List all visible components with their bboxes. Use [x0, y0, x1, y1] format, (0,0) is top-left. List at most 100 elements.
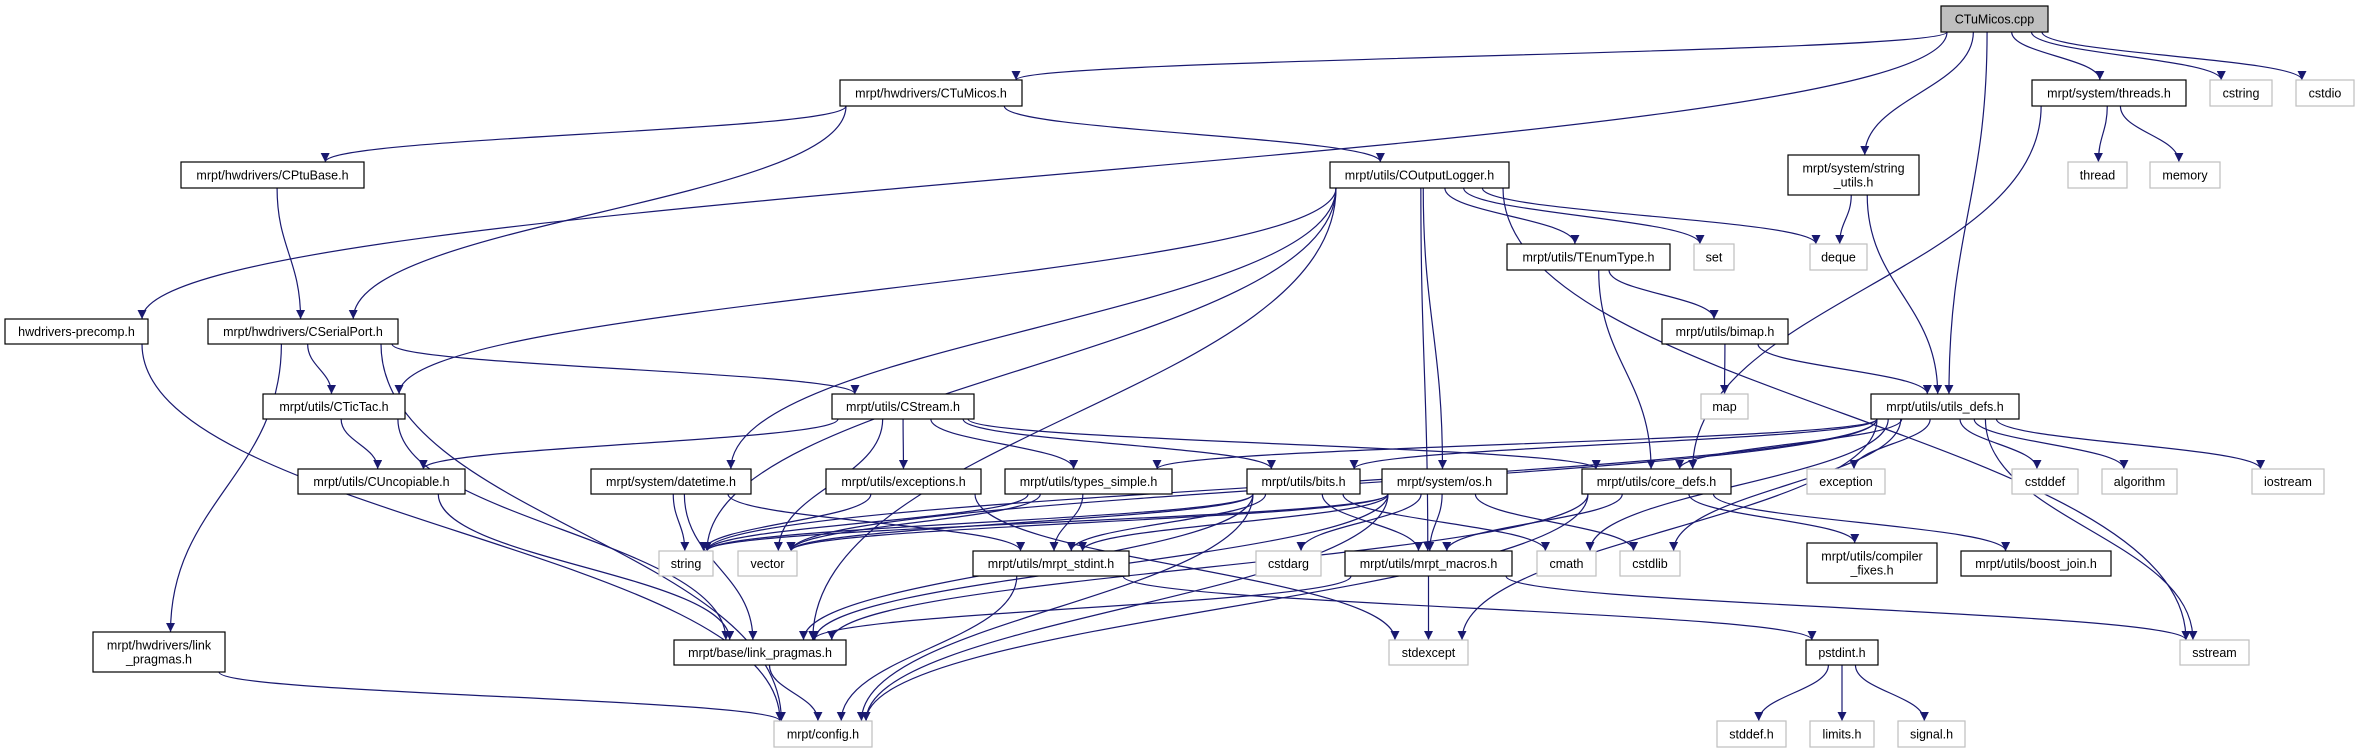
node-label: mrpt/hwdrivers/CSerialPort.h [223, 325, 383, 339]
node-tenum[interactable]: mrpt/utils/TEnumType.h [1506, 243, 1671, 271]
node-label: mrpt/hwdrivers/CPtuBase.h [196, 169, 348, 183]
node-label: mrpt/utils/COutputLogger.h [1345, 169, 1494, 183]
node-bits[interactable]: mrpt/utils/bits.h [1246, 468, 1361, 495]
edge-bits-to-vector [786, 493, 1254, 552]
edge-utils_defs-to-algorithm [1973, 418, 2129, 470]
node-box [1809, 720, 1875, 748]
node-label: pstdint.h [1818, 646, 1865, 660]
node-algorithm: algorithm [2101, 468, 2178, 495]
node-stdint[interactable]: mrpt/utils/mrpt_stdint.h [972, 550, 1130, 577]
node-box [972, 550, 1130, 577]
edge-macros-to-base_link [809, 575, 1352, 641]
node-label: mrpt/utils/exceptions.h [841, 475, 965, 489]
edge-cpp-to-ctumicos_h [1011, 31, 1948, 81]
edge-cpp-to-precomp [137, 31, 1948, 320]
edge-string_utils-to-deque [1835, 194, 1852, 245]
node-box [2251, 468, 2325, 495]
node-datetime[interactable]: mrpt/system/datetime.h [590, 468, 752, 495]
node-boost_join[interactable]: mrpt/utils/boost_join.h [1960, 550, 2112, 577]
node-utils_defs[interactable]: mrpt/utils/utils_defs.h [1870, 393, 2020, 420]
node-precomp[interactable]: hwdrivers-precomp.h [4, 318, 149, 345]
edge-datetime-to-base_link [683, 493, 758, 641]
node-label: mrpt/utils/TEnumType.h [1523, 251, 1655, 265]
node-label: exception [1819, 475, 1873, 489]
edge-os-to-string [702, 493, 1389, 552]
node-compiler_fixes[interactable]: mrpt/utils/compiler_fixes.h [1806, 542, 1938, 584]
node-cstream[interactable]: mrpt/utils/CStream.h [831, 393, 975, 420]
node-outputlogger[interactable]: mrpt/utils/COutputLogger.h [1329, 161, 1510, 189]
edge-cpp-to-string_utils [1860, 31, 1974, 156]
node-cptubase[interactable]: mrpt/hwdrivers/CPtuBase.h [180, 161, 365, 189]
node-label: mrpt/utils/compiler [1821, 550, 1922, 564]
node-box [1506, 243, 1671, 271]
node-box [737, 550, 798, 577]
edge-utils_defs-to-iostream [1995, 418, 2265, 470]
edge-utils_defs-to-cmath [1585, 418, 1889, 552]
edge-cpp-to-threads [2011, 31, 2105, 81]
node-label: iostream [2264, 475, 2312, 489]
node-box [297, 468, 466, 495]
node-os[interactable]: mrpt/system/os.h [1381, 468, 1508, 495]
node-label: mrpt/utils/bits.h [1261, 475, 1345, 489]
edge-cpp-to-cstdio [2041, 31, 2307, 81]
edge-pstdint-to-stddef [1754, 664, 1830, 722]
node-cpp[interactable]: CTuMicos.cpp [1940, 5, 2049, 33]
edge-os-to-vector [786, 493, 1389, 552]
node-label: mrpt/utils/mrpt_stdint.h [988, 557, 1114, 571]
edge-os-to-macros [1425, 493, 1443, 552]
node-box [1246, 468, 1361, 495]
node-box [1388, 639, 1469, 666]
node-box [2011, 468, 2079, 495]
node-box [839, 79, 1023, 107]
edge-bits-to-macros [1321, 493, 1423, 552]
edge-outputlogger-to-set [1463, 187, 1705, 245]
node-string_utils[interactable]: mrpt/system/string_utils.h [1787, 154, 1920, 196]
node-label: mrpt/system/string [1802, 162, 1904, 176]
edge-string_utils-to-utils_defs [1866, 194, 1943, 395]
edge-cptubase-to-serialport [276, 187, 306, 320]
node-hw_link[interactable]: mrpt/hwdrivers/link_pragmas.h [92, 631, 226, 673]
node-ctumicos_h[interactable]: mrpt/hwdrivers/CTuMicos.h [839, 79, 1023, 107]
node-memory: memory [2149, 161, 2221, 189]
node-serialport[interactable]: mrpt/hwdrivers/CSerialPort.h [207, 318, 399, 345]
node-box [1329, 161, 1510, 189]
edge-base_link-to-config [768, 664, 823, 722]
edge-outputlogger-to-tenum [1444, 187, 1580, 245]
edge-cuncopiable-to-base_link [437, 493, 735, 641]
edge-hw_link-to-config [218, 671, 785, 722]
node-label: mrpt/utils/mrpt_macros.h [1360, 557, 1498, 571]
node-label: mrpt/utils/CUncopiable.h [313, 475, 449, 489]
edge-threads-to-memory [2119, 105, 2184, 163]
node-tictac[interactable]: mrpt/utils/CTicTac.h [262, 393, 406, 420]
node-types_simple[interactable]: mrpt/utils/types_simple.h [1004, 468, 1173, 495]
edge-utils_defs-to-bits [1349, 418, 1878, 470]
node-limits: limits.h [1809, 720, 1875, 748]
node-cuncopiable[interactable]: mrpt/utils/CUncopiable.h [297, 468, 466, 495]
node-label: signal.h [1910, 728, 1953, 742]
node-base_link[interactable]: mrpt/base/link_pragmas.h [673, 639, 847, 666]
node-label: mrpt/utils/CStream.h [846, 400, 960, 414]
node-exceptions[interactable]: mrpt/utils/exceptions.h [825, 468, 982, 495]
node-vector: vector [737, 550, 798, 577]
node-macros[interactable]: mrpt/utils/mrpt_macros.h [1344, 550, 1513, 577]
node-box [2031, 79, 2187, 107]
node-pstdint[interactable]: pstdint.h [1805, 639, 1879, 666]
edge-bits-to-cmath [1342, 493, 1550, 552]
node-label: memory [2162, 169, 2208, 183]
edge-core_defs-to-boost_join [1712, 493, 2011, 552]
node-label: thread [2080, 169, 2115, 183]
node-cstdlib: cstdlib [1619, 550, 1681, 577]
node-box [673, 639, 847, 666]
node-cstring: cstring [2209, 79, 2273, 107]
node-box [1693, 243, 1735, 271]
edge-bits-to-config [856, 493, 1254, 722]
node-box [1806, 542, 1938, 584]
node-label: set [1706, 251, 1723, 265]
edge-cpp-to-utils_defs [1944, 31, 1988, 395]
node-bimap[interactable]: mrpt/utils/bimap.h [1661, 318, 1789, 345]
node-signal: signal.h [1897, 720, 1966, 748]
node-threads[interactable]: mrpt/system/threads.h [2031, 79, 2187, 107]
node-box [1960, 550, 2112, 577]
node-box [1581, 468, 1732, 495]
node-core_defs[interactable]: mrpt/utils/core_defs.h [1581, 468, 1732, 495]
